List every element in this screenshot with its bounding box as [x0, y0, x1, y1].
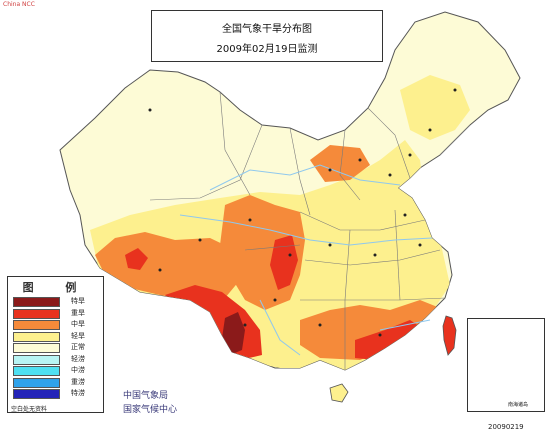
legend-label: 重旱	[71, 308, 85, 317]
severe-drought-zone-yunnan-east	[270, 235, 298, 290]
hainan-island	[329, 383, 349, 403]
legend-item: 中旱	[13, 320, 101, 331]
legend-label: 重涝	[71, 377, 85, 386]
legend-swatch	[13, 354, 60, 365]
legend-heading: 图 例	[22, 281, 91, 294]
inset-label: 南海诸岛	[508, 402, 529, 408]
extreme-drought-zone-yunnan	[222, 312, 245, 355]
legend-item: 特旱	[13, 297, 101, 308]
legend-swatch	[13, 377, 60, 388]
legend-swatch	[13, 366, 60, 376]
legend-swatch	[13, 343, 60, 353]
legend-label: 特旱	[71, 297, 85, 305]
corner-bottom-label: 20090219	[488, 423, 524, 431]
light-drought-zone-northeast	[400, 75, 470, 140]
legend-item: 特涝	[13, 389, 101, 400]
rivers	[179, 164, 433, 356]
taiwan-island	[442, 315, 457, 356]
map-date: 2009年02月19日监测	[216, 44, 318, 55]
legend-swatch	[13, 389, 60, 399]
legend-note: 空白处无资料	[11, 406, 48, 413]
severe-drought-zone-guangdong	[355, 320, 425, 360]
inset-box: 南海诸岛	[467, 318, 545, 412]
legend-swatch	[13, 331, 60, 342]
legend: 图 例 特旱重旱中旱轻旱正常轻涝中涝重涝特涝 空白处无资料	[7, 276, 104, 413]
agency-ncc: 国家气候中心	[123, 405, 178, 415]
map-title: 全国气象干旱分布图	[222, 24, 312, 35]
legend-label: 中旱	[71, 320, 85, 328]
legend-item: 重涝	[13, 377, 101, 389]
severe-drought-zone-tibet-spot	[125, 248, 148, 270]
legend-label: 轻旱	[71, 331, 85, 340]
legend-swatch	[13, 320, 60, 330]
legend-item: 轻涝	[13, 354, 101, 366]
moderate-drought-zone-south	[300, 300, 440, 360]
legend-label: 中涝	[71, 366, 85, 374]
city-markers	[148, 88, 457, 337]
legend-item: 正常	[13, 343, 101, 354]
moderate-drought-zone-north	[310, 145, 370, 182]
legend-swatch	[13, 308, 60, 319]
legend-item: 中涝	[13, 366, 101, 377]
legend-item: 轻旱	[13, 331, 101, 343]
legend-label: 特涝	[71, 389, 85, 397]
legend-label: 正常	[71, 343, 85, 351]
legend-label: 轻涝	[71, 354, 85, 363]
agency-cma: 中国气象局	[123, 391, 169, 401]
title-box: 全国气象干旱分布图 2009年02月19日监测	[151, 10, 383, 62]
legend-swatch	[13, 297, 60, 307]
legend-item: 重旱	[13, 308, 101, 320]
province-borders	[149, 91, 471, 370]
moderate-drought-zone-tibet	[95, 232, 240, 300]
corner-top-label: China NCC	[3, 1, 35, 8]
